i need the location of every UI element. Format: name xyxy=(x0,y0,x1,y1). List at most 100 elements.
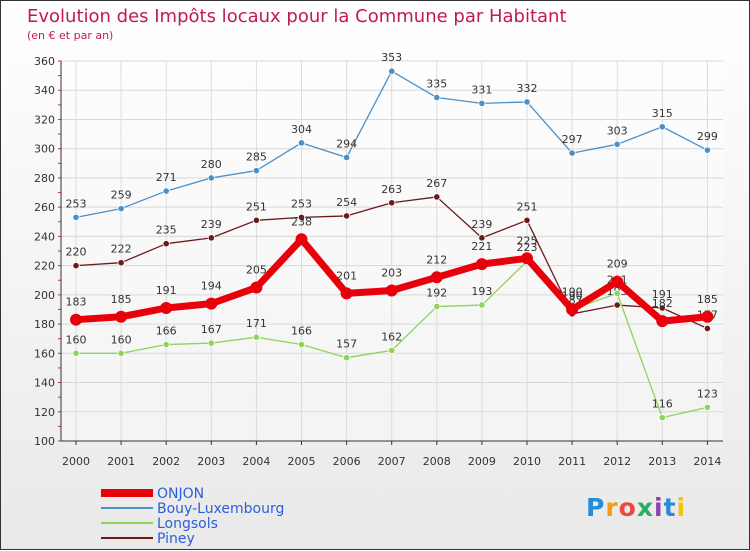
y-tick-label: 200 xyxy=(34,289,55,302)
data-label: 182 xyxy=(652,297,673,310)
y-tick-label: 100 xyxy=(34,435,55,448)
data-label: 212 xyxy=(426,253,447,266)
data-label: 162 xyxy=(381,330,402,343)
x-tick-label: 2007 xyxy=(378,455,406,468)
data-point xyxy=(613,140,621,148)
data-label: 259 xyxy=(111,189,132,202)
data-point xyxy=(72,213,80,221)
data-label: 205 xyxy=(246,264,267,277)
data-label: 191 xyxy=(156,284,177,297)
data-label: 160 xyxy=(66,333,87,346)
data-label: 297 xyxy=(562,133,583,146)
data-label: 353 xyxy=(381,51,402,64)
data-point xyxy=(568,149,576,157)
data-label: 116 xyxy=(652,398,673,411)
data-point xyxy=(207,339,215,347)
data-label: 303 xyxy=(607,124,628,137)
data-point xyxy=(566,303,579,316)
data-label: 225 xyxy=(517,234,538,247)
data-label: 192 xyxy=(426,287,447,300)
data-point xyxy=(658,304,666,312)
y-tick-label: 360 xyxy=(34,55,55,68)
data-point xyxy=(205,297,218,310)
data-label: 315 xyxy=(652,107,673,120)
data-label: 223 xyxy=(517,241,538,254)
data-point xyxy=(613,289,621,297)
data-label: 271 xyxy=(156,171,177,184)
data-point xyxy=(523,216,531,224)
data-point xyxy=(162,187,170,195)
data-point xyxy=(117,259,125,267)
y-tick-label: 300 xyxy=(34,143,55,156)
x-tick-label: 2004 xyxy=(242,455,270,468)
data-label: 299 xyxy=(697,130,718,143)
data-label: 166 xyxy=(291,325,312,338)
data-point xyxy=(342,153,351,162)
data-point xyxy=(611,275,624,288)
proxiti-logo: Proxiti xyxy=(586,493,687,522)
data-label: 267 xyxy=(426,177,447,190)
data-label: 171 xyxy=(246,317,267,330)
data-label: 123 xyxy=(697,387,718,400)
y-tick-label: 280 xyxy=(34,172,55,185)
x-tick-label: 2011 xyxy=(558,455,586,468)
data-label: 201 xyxy=(336,269,357,282)
data-label: 335 xyxy=(426,78,447,91)
data-point xyxy=(475,258,488,271)
data-label: 238 xyxy=(291,215,312,228)
x-tick-label: 2008 xyxy=(423,455,451,468)
data-point xyxy=(388,67,396,75)
data-label: 193 xyxy=(471,285,492,298)
data-label: 190 xyxy=(562,285,583,298)
data-label: 280 xyxy=(201,158,222,171)
data-point xyxy=(297,340,306,349)
data-label: 239 xyxy=(471,218,492,231)
data-label: 253 xyxy=(66,197,87,210)
data-point xyxy=(703,324,712,333)
data-point xyxy=(388,199,396,207)
chart-title: Evolution des Impôts locaux pour la Comm… xyxy=(27,6,567,27)
data-point xyxy=(478,301,486,309)
x-tick-label: 2014 xyxy=(693,455,721,468)
data-label: 304 xyxy=(291,123,312,136)
data-label: 251 xyxy=(517,200,538,213)
data-point xyxy=(70,313,82,326)
data-point xyxy=(162,340,170,349)
y-tick-label: 160 xyxy=(34,347,55,360)
data-label: 160 xyxy=(111,333,132,346)
data-point xyxy=(160,302,173,314)
x-tick-label: 2001 xyxy=(107,455,135,468)
data-point xyxy=(521,252,533,265)
data-point xyxy=(478,99,486,107)
y-tick-label: 320 xyxy=(34,113,55,126)
data-label: 166 xyxy=(156,325,177,338)
data-point xyxy=(703,146,712,154)
x-tick-label: 2010 xyxy=(513,455,541,468)
data-label: 285 xyxy=(246,151,267,164)
data-point xyxy=(252,333,260,341)
data-point xyxy=(342,212,351,220)
data-point xyxy=(117,205,125,213)
data-point xyxy=(430,271,443,284)
y-tick-label: 120 xyxy=(34,406,55,419)
chart-subtitle: (en € et par an) xyxy=(27,29,114,42)
data-label: 220 xyxy=(66,246,87,259)
data-label: 331 xyxy=(471,83,492,96)
data-label: 222 xyxy=(111,243,132,256)
data-point xyxy=(115,310,128,323)
data-point xyxy=(117,349,125,357)
data-label: 167 xyxy=(201,323,222,336)
data-point xyxy=(433,302,441,311)
data-label: 254 xyxy=(336,196,357,209)
x-tick-label: 2005 xyxy=(288,455,316,468)
data-point xyxy=(433,93,441,102)
data-point xyxy=(72,262,80,270)
y-tick-label: 340 xyxy=(34,84,55,97)
data-point xyxy=(385,284,398,297)
x-tick-label: 2013 xyxy=(648,455,676,468)
data-label: 209 xyxy=(607,258,628,271)
data-point xyxy=(297,139,306,147)
data-point xyxy=(72,349,80,357)
